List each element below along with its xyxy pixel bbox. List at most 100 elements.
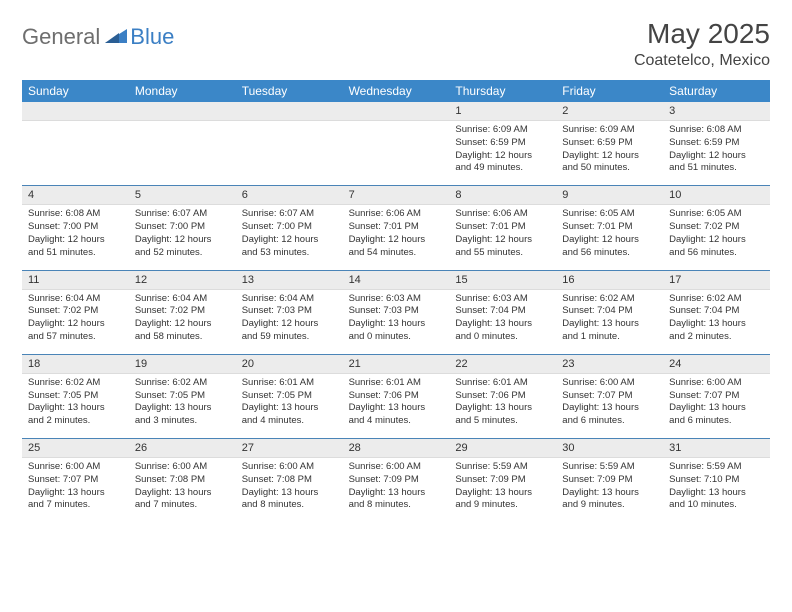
sunset-text: Sunset: 7:08 PM xyxy=(242,474,337,487)
dow-friday: Friday xyxy=(556,80,663,102)
day-details: Sunrise: 6:08 AMSunset: 7:00 PMDaylight:… xyxy=(22,205,129,269)
week-detail-row: Sunrise: 6:08 AMSunset: 7:00 PM Daylight:… xyxy=(22,205,770,269)
day-details: Sunrise: 5:59 AMSunset: 7:09 PMDaylight:… xyxy=(449,458,556,522)
day-details: Sunrise: 5:59 AMSunset: 7:10 PMDaylight:… xyxy=(663,458,770,522)
day-number: 20 xyxy=(236,355,343,373)
sunset-text: Sunset: 7:03 PM xyxy=(349,305,444,318)
daylight-text: Daylight: 12 hours and 57 minutes. xyxy=(28,318,123,344)
day-number: 4 xyxy=(22,186,129,204)
dow-tuesday: Tuesday xyxy=(236,80,343,102)
brand-triangle-icon xyxy=(105,27,127,48)
day-number: 13 xyxy=(236,271,343,289)
day-details: Sunrise: 6:07 AMSunset: 7:00 PMDaylight:… xyxy=(236,205,343,269)
day-number xyxy=(236,102,343,120)
day-details: Sunrise: 6:05 AMSunset: 7:01 PMDaylight:… xyxy=(556,205,663,269)
day-number: 23 xyxy=(556,355,663,373)
sunset-text: Sunset: 7:07 PM xyxy=(669,390,764,403)
day-number: 24 xyxy=(663,355,770,373)
week-daynum-row: 45678910 xyxy=(22,186,770,205)
daylight-text: Daylight: 13 hours and 7 minutes. xyxy=(135,487,230,513)
day-number: 17 xyxy=(663,271,770,289)
day-details: Sunrise: 6:03 AMSunset: 7:03 PMDaylight:… xyxy=(343,290,450,354)
dow-monday: Monday xyxy=(129,80,236,102)
sunrise-text: Sunrise: 6:06 AM xyxy=(349,208,444,221)
sunrise-text: Sunrise: 5:59 AM xyxy=(455,461,550,474)
day-details xyxy=(236,121,343,185)
sunrise-text: Sunrise: 6:06 AM xyxy=(455,208,550,221)
daylight-text: Daylight: 12 hours and 56 minutes. xyxy=(669,234,764,260)
sunrise-text: Sunrise: 5:59 AM xyxy=(562,461,657,474)
day-details: Sunrise: 6:00 AMSunset: 7:09 PMDaylight:… xyxy=(343,458,450,522)
sunset-text: Sunset: 7:10 PM xyxy=(669,474,764,487)
sunrise-text: Sunrise: 6:03 AM xyxy=(455,293,550,306)
sunset-text: Sunset: 7:00 PM xyxy=(28,221,123,234)
sunrise-text: Sunrise: 6:02 AM xyxy=(669,293,764,306)
sunrise-text: Sunrise: 6:08 AM xyxy=(28,208,123,221)
sunset-text: Sunset: 7:04 PM xyxy=(669,305,764,318)
daylight-text: Daylight: 12 hours and 53 minutes. xyxy=(242,234,337,260)
sunset-text: Sunset: 7:01 PM xyxy=(562,221,657,234)
brand-part1: General xyxy=(22,24,100,50)
day-number: 7 xyxy=(343,186,450,204)
sunset-text: Sunset: 7:09 PM xyxy=(455,474,550,487)
day-number: 31 xyxy=(663,439,770,457)
calendar-grid: Sunday Monday Tuesday Wednesday Thursday… xyxy=(22,80,770,522)
day-details: Sunrise: 6:00 AMSunset: 7:08 PMDaylight:… xyxy=(236,458,343,522)
day-details: Sunrise: 6:04 AMSunset: 7:02 PMDaylight:… xyxy=(129,290,236,354)
sunset-text: Sunset: 7:06 PM xyxy=(349,390,444,403)
dow-sunday: Sunday xyxy=(22,80,129,102)
day-details: Sunrise: 6:07 AMSunset: 7:00 PMDaylight:… xyxy=(129,205,236,269)
sunset-text: Sunset: 7:05 PM xyxy=(135,390,230,403)
header: General Blue May 2025 Coatetelco, Mexico xyxy=(22,18,770,70)
daylight-text: Daylight: 13 hours and 8 minutes. xyxy=(349,487,444,513)
day-number: 18 xyxy=(22,355,129,373)
sunrise-text: Sunrise: 6:02 AM xyxy=(28,377,123,390)
sunrise-text: Sunrise: 6:05 AM xyxy=(669,208,764,221)
sunset-text: Sunset: 7:04 PM xyxy=(562,305,657,318)
sunrise-text: Sunrise: 6:04 AM xyxy=(242,293,337,306)
day-details: Sunrise: 6:01 AMSunset: 7:06 PMDaylight:… xyxy=(343,374,450,438)
week-daynum-row: 18192021222324 xyxy=(22,355,770,374)
brand-logo: General Blue xyxy=(22,18,174,50)
sunset-text: Sunset: 7:01 PM xyxy=(455,221,550,234)
sunrise-text: Sunrise: 6:01 AM xyxy=(349,377,444,390)
sunrise-text: Sunrise: 6:00 AM xyxy=(562,377,657,390)
day-details: Sunrise: 6:00 AMSunset: 7:07 PMDaylight:… xyxy=(22,458,129,522)
day-number: 9 xyxy=(556,186,663,204)
week-daynum-row: 11121314151617 xyxy=(22,271,770,290)
daylight-text: Daylight: 13 hours and 4 minutes. xyxy=(242,402,337,428)
sunset-text: Sunset: 7:05 PM xyxy=(28,390,123,403)
daylight-text: Daylight: 13 hours and 5 minutes. xyxy=(455,402,550,428)
day-details: Sunrise: 6:00 AMSunset: 7:07 PMDaylight:… xyxy=(556,374,663,438)
sunset-text: Sunset: 7:04 PM xyxy=(455,305,550,318)
dow-wednesday: Wednesday xyxy=(343,80,450,102)
sunset-text: Sunset: 7:08 PM xyxy=(135,474,230,487)
week-detail-row: Sunrise: 6:00 AMSunset: 7:07 PMDaylight:… xyxy=(22,458,770,522)
day-number: 8 xyxy=(449,186,556,204)
day-number: 6 xyxy=(236,186,343,204)
day-number: 3 xyxy=(663,102,770,120)
sunrise-text: Sunrise: 6:00 AM xyxy=(135,461,230,474)
calendar-page: General Blue May 2025 Coatetelco, Mexico… xyxy=(0,0,792,540)
sunset-text: Sunset: 7:07 PM xyxy=(562,390,657,403)
day-number xyxy=(343,102,450,120)
brand-part2: Blue xyxy=(130,24,174,50)
day-number: 19 xyxy=(129,355,236,373)
day-details: Sunrise: 6:06 AMSunset: 7:01 PMDaylight:… xyxy=(449,205,556,269)
day-details: Sunrise: 6:00 AMSunset: 7:07 PMDaylight:… xyxy=(663,374,770,438)
day-details: Sunrise: 6:09 AMSunset: 6:59 PMDaylight:… xyxy=(556,121,663,185)
sunrise-text: Sunrise: 5:59 AM xyxy=(669,461,764,474)
day-number: 25 xyxy=(22,439,129,457)
day-details: Sunrise: 6:04 AMSunset: 7:02 PMDaylight:… xyxy=(22,290,129,354)
sunset-text: Sunset: 6:59 PM xyxy=(455,137,550,150)
day-details: Sunrise: 6:06 AMSunset: 7:01 PMDaylight:… xyxy=(343,205,450,269)
week-daynum-row: 25262728293031 xyxy=(22,439,770,458)
title-block: May 2025 Coatetelco, Mexico xyxy=(634,18,770,70)
daylight-text: Daylight: 13 hours and 1 minute. xyxy=(562,318,657,344)
day-number: 11 xyxy=(22,271,129,289)
day-number: 30 xyxy=(556,439,663,457)
daylight-text: Daylight: 12 hours and 55 minutes. xyxy=(455,234,550,260)
week-daynum-row: 123 xyxy=(22,102,770,121)
day-of-week-header: Sunday Monday Tuesday Wednesday Thursday… xyxy=(22,80,770,102)
sunrise-text: Sunrise: 6:02 AM xyxy=(562,293,657,306)
